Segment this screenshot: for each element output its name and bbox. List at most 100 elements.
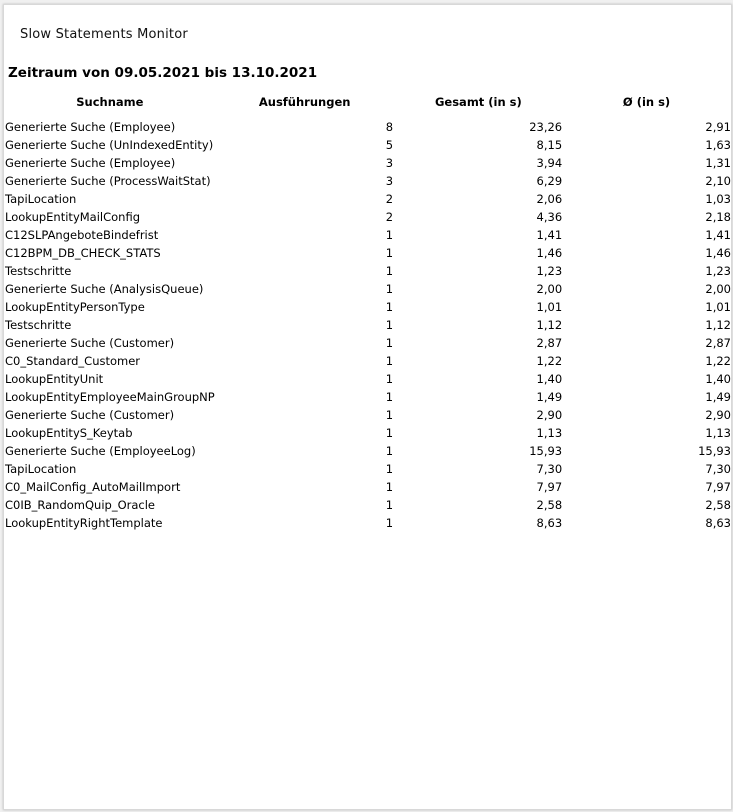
table-row: C0_MailConfig_AutoMailImport 1 7,97 7,97 bbox=[5, 478, 731, 496]
cell-ausfuehrungen: 8 bbox=[385, 120, 394, 134]
table-header-row: Suchname Ausführungen Gesamt (in s) Ø (i… bbox=[5, 92, 731, 112]
cell-gesamt: 1,46 bbox=[536, 246, 563, 260]
cell-ausfuehrungen: 1 bbox=[385, 516, 394, 530]
cell-ausfuehrungen: 2 bbox=[385, 192, 394, 206]
cell-ausfuehrungen: 1 bbox=[385, 336, 394, 350]
table-row: Generierte Suche (AnalysisQueue) 1 2,00 2,0… bbox=[5, 280, 731, 298]
table-row: Testschritte 1 1,23 1,23 bbox=[5, 262, 731, 280]
cell-suchname: C12BPM_DB_CHECK_STATS bbox=[5, 246, 161, 260]
cell-suchname: Generierte Suche (Customer) bbox=[5, 408, 175, 422]
cell-gesamt: 1,12 bbox=[536, 318, 563, 332]
cell-suchname: LookupEntityS_Keytab bbox=[5, 426, 133, 440]
cell-ausfuehrungen: 1 bbox=[385, 318, 394, 332]
cell-gesamt: 3,94 bbox=[536, 156, 563, 170]
table-row: LookupEntityPersonType 1 1,01 1,01 bbox=[5, 298, 731, 316]
cell-average: 2,90 bbox=[705, 408, 731, 422]
cell-gesamt: 1,22 bbox=[536, 354, 563, 368]
table-row: LookupEntityUnit 1 1,40 1,40 bbox=[5, 370, 731, 388]
cell-gesamt: 6,29 bbox=[536, 174, 563, 188]
report-page: Slow Statements Monitor Zeitraum von 09.… bbox=[3, 4, 732, 810]
table-row: LookupEntityS_Keytab 1 1,13 1,13 bbox=[5, 424, 731, 442]
table-row: TapiLocation 1 7,30 7,30 bbox=[5, 460, 731, 478]
column-header-ausfuehrungen: Ausführungen bbox=[258, 95, 351, 109]
cell-average: 2,18 bbox=[705, 210, 731, 224]
table-row: LookupEntityRightTemplate 1 8,63 8,63 bbox=[5, 514, 731, 532]
cell-ausfuehrungen: 1 bbox=[385, 282, 394, 296]
cell-ausfuehrungen: 1 bbox=[385, 300, 394, 314]
cell-gesamt: 1,23 bbox=[536, 264, 563, 278]
period-heading: Zeitraum von 09.05.2021 bis 13.10.2021 bbox=[8, 65, 318, 81]
table-row: LookupEntityEmployeeMainGroupNP 1 1,49 1,49 bbox=[5, 388, 731, 406]
cell-gesamt: 1,41 bbox=[536, 228, 563, 242]
cell-average: 1,63 bbox=[705, 138, 731, 152]
cell-ausfuehrungen: 1 bbox=[385, 480, 394, 494]
table-row: Generierte Suche (ProcessWaitStat) 3 6,29 2… bbox=[5, 172, 731, 190]
cell-average: 1,13 bbox=[705, 426, 731, 440]
cell-ausfuehrungen: 1 bbox=[385, 408, 394, 422]
cell-gesamt: 2,90 bbox=[536, 408, 563, 422]
cell-gesamt: 7,97 bbox=[536, 480, 563, 494]
table-row: C0IB_RandomQuip_Oracle 1 2,58 2,58 bbox=[5, 496, 731, 514]
cell-suchname: Generierte Suche (ProcessWaitStat) bbox=[5, 174, 211, 188]
table-row: Generierte Suche (Customer) 1 2,90 2,90 bbox=[5, 406, 731, 424]
cell-average: 2,91 bbox=[705, 120, 731, 134]
table-row: Generierte Suche (Employee) 3 3,94 1,31 bbox=[5, 154, 731, 172]
cell-average: 2,10 bbox=[705, 174, 731, 188]
cell-gesamt: 1,40 bbox=[536, 372, 563, 386]
cell-suchname: TapiLocation bbox=[5, 192, 77, 206]
cell-suchname: C12SLPAngeboteBindefrist bbox=[5, 228, 159, 242]
cell-average: 1,31 bbox=[705, 156, 731, 170]
table-row: C12BPM_DB_CHECK_STATS 1 1,46 1,46 bbox=[5, 244, 731, 262]
cell-ausfuehrungen: 1 bbox=[385, 498, 394, 512]
table-row: Generierte Suche (Employee) 8 23,26 2,91 bbox=[5, 118, 731, 136]
cell-gesamt: 8,63 bbox=[536, 516, 563, 530]
table-row: Testschritte 1 1,12 1,12 bbox=[5, 316, 731, 334]
cell-average: 1,23 bbox=[705, 264, 731, 278]
cell-ausfuehrungen: 2 bbox=[385, 210, 394, 224]
cell-suchname: Generierte Suche (Employee) bbox=[5, 120, 176, 134]
column-header-suchname: Suchname bbox=[76, 95, 144, 109]
cell-suchname: Testschritte bbox=[5, 264, 72, 278]
cell-average: 1,03 bbox=[705, 192, 731, 206]
cell-average: 2,87 bbox=[705, 336, 731, 350]
cell-gesamt: 7,30 bbox=[536, 462, 563, 476]
cell-gesamt: 1,01 bbox=[536, 300, 563, 314]
cell-suchname: Generierte Suche (Customer) bbox=[5, 336, 175, 350]
cell-suchname: Generierte Suche (Employee) bbox=[5, 156, 176, 170]
cell-gesamt: 2,87 bbox=[536, 336, 563, 350]
cell-average: 1,41 bbox=[705, 228, 731, 242]
cell-suchname: C0_Standard_Customer bbox=[5, 354, 141, 368]
table-row: Generierte Suche (Customer) 1 2,87 2,87 bbox=[5, 334, 731, 352]
table-row: Generierte Suche (UnIndexedEntity) 5 8,15 1… bbox=[5, 136, 731, 154]
cell-ausfuehrungen: 1 bbox=[385, 444, 394, 458]
table-row: TapiLocation 2 2,06 1,03 bbox=[5, 190, 731, 208]
cell-gesamt: 23,26 bbox=[529, 120, 563, 134]
statements-table: Suchname Ausführungen Gesamt (in s) Ø (i… bbox=[5, 92, 731, 532]
cell-suchname: TapiLocation bbox=[5, 462, 77, 476]
cell-suchname: C0IB_RandomQuip_Oracle bbox=[5, 498, 155, 512]
cell-suchname: Generierte Suche (EmployeeLog) bbox=[5, 444, 196, 458]
cell-suchname: LookupEntityRightTemplate bbox=[5, 516, 163, 530]
cell-average: 7,97 bbox=[705, 480, 731, 494]
cell-average: 1,49 bbox=[705, 390, 731, 404]
cell-ausfuehrungen: 1 bbox=[385, 426, 394, 440]
cell-ausfuehrungen: 5 bbox=[385, 138, 394, 152]
cell-suchname: C0_MailConfig_AutoMailImport bbox=[5, 480, 181, 494]
cell-average: 1,12 bbox=[705, 318, 731, 332]
cell-average: 1,40 bbox=[705, 372, 731, 386]
cell-average: 1,01 bbox=[705, 300, 731, 314]
cell-ausfuehrungen: 1 bbox=[385, 228, 394, 242]
cell-gesamt: 2,00 bbox=[536, 282, 563, 296]
table-row: Generierte Suche (EmployeeLog) 1 15,93 15,9… bbox=[5, 442, 731, 460]
cell-gesamt: 1,13 bbox=[536, 426, 563, 440]
cell-ausfuehrungen: 1 bbox=[385, 372, 394, 386]
cell-average: 8,63 bbox=[705, 516, 731, 530]
cell-suchname: Testschritte bbox=[5, 318, 72, 332]
column-header-gesamt: Gesamt (in s) bbox=[434, 95, 522, 109]
cell-ausfuehrungen: 1 bbox=[385, 246, 394, 260]
table-row: LookupEntityMailConfig 2 4,36 2,18 bbox=[5, 208, 731, 226]
cell-suchname: LookupEntityPersonType bbox=[5, 300, 145, 314]
cell-gesamt: 2,06 bbox=[536, 192, 563, 206]
cell-gesamt: 8,15 bbox=[536, 138, 563, 152]
window-title: Slow Statements Monitor bbox=[20, 27, 188, 42]
